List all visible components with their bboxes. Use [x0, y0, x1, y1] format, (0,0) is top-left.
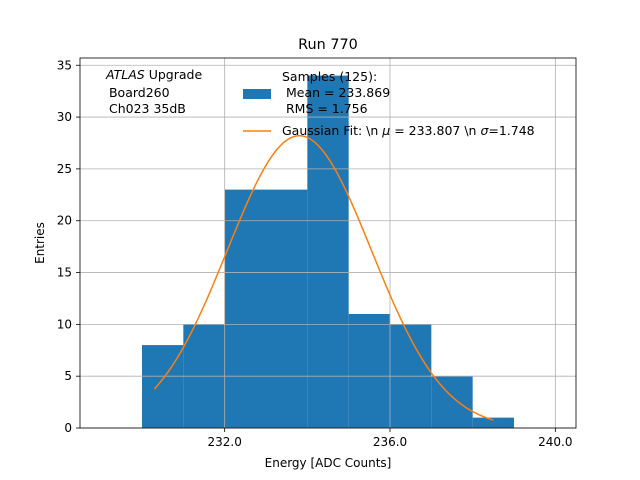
annotation-line-1: ATLAS Upgrade	[105, 67, 202, 82]
y-axis-ticks: 0 5 10 15 20 25 30 35	[57, 58, 80, 435]
legend: Samples (125): Mean = 233.869 RMS = 1.75…	[243, 69, 535, 138]
legend-mean: Mean = 233.869	[282, 85, 390, 100]
legend-rms: RMS = 1.756	[282, 101, 368, 116]
gaussian-fit-curve	[153, 135, 494, 421]
y-tick-label-6: 25	[57, 162, 72, 176]
y-tick-label-5: 20	[57, 214, 72, 228]
axes-frame	[79, 57, 577, 429]
annotation-channel: Ch023 35dB	[105, 101, 186, 116]
x-axis-ticks: 232.0 236.0 240.0	[207, 428, 573, 449]
legend-fit-label: Gaussian Fit: \n μ = 233.807 \n σ=1.748	[282, 123, 535, 138]
chart-title: Run 770	[298, 37, 358, 53]
histogram-bar-9	[472, 417, 514, 428]
x-tick-label-3: 240.0	[538, 435, 572, 449]
y-tick-label-1: 0	[64, 421, 72, 435]
y-tick-label-7: 30	[57, 110, 72, 124]
histogram-bar-4	[266, 189, 308, 428]
histogram-bar-6	[348, 313, 390, 428]
y-tick-label-8: 35	[57, 58, 72, 72]
y-axis-label: Entries	[33, 222, 47, 264]
legend-fit-prefix: Gaussian Fit: \n	[282, 123, 382, 138]
legend-samples: Samples (125):	[282, 69, 377, 84]
legend-fit-suffix: =1.748	[488, 123, 534, 138]
x-axis-label: Energy [ADC Counts]	[265, 456, 392, 470]
x-tick-label-1: 232.0	[207, 435, 241, 449]
x-tick-label-2: 236.0	[373, 435, 407, 449]
y-tick-label-4: 15	[57, 266, 72, 280]
y-tick-label-2: 5	[64, 369, 72, 383]
legend-mu-symbol: μ	[381, 123, 390, 138]
histogram-bar-3	[224, 189, 266, 428]
legend-sigma-symbol: σ	[480, 123, 489, 138]
annotation-atlas-italic: ATLAS	[105, 67, 145, 82]
legend-histogram-swatch	[243, 89, 271, 99]
annotation-board: Board260	[105, 85, 170, 100]
atlas-annotation: ATLAS Upgrade Board260 Ch023 35dB	[105, 67, 202, 116]
annotation-upgrade: Upgrade	[145, 67, 203, 82]
y-tick-label-3: 10	[57, 317, 72, 331]
legend-fit-mid: = 233.807 \n	[390, 123, 480, 138]
histogram-bar-8	[431, 376, 473, 428]
histogram-bar-5	[307, 75, 349, 428]
